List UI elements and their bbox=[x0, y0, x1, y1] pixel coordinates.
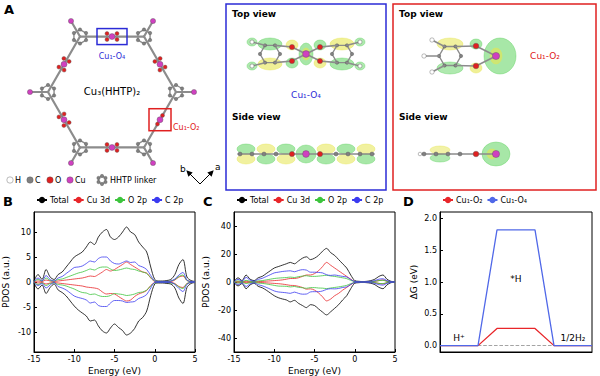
svg-text:ΔG (eV): ΔG (eV) bbox=[409, 265, 419, 300]
svg-text:10: 10 bbox=[21, 228, 31, 237]
svg-text:Cu₁-O₄: Cu₁-O₄ bbox=[291, 90, 321, 100]
svg-text:Cu₁-O₄: Cu₁-O₄ bbox=[500, 196, 526, 205]
svg-text:-5: -5 bbox=[111, 355, 119, 364]
svg-text:20: 20 bbox=[221, 250, 231, 259]
svg-text:b: b bbox=[180, 164, 186, 174]
svg-text:O: O bbox=[55, 176, 61, 185]
svg-text:C 2p: C 2p bbox=[165, 196, 183, 205]
svg-text:0: 0 bbox=[226, 278, 231, 287]
svg-text:H⁺: H⁺ bbox=[453, 333, 465, 343]
svg-text:-40: -40 bbox=[218, 334, 231, 343]
svg-text:Cu₁-O₂: Cu₁-O₂ bbox=[456, 196, 482, 205]
svg-text:C: C bbox=[35, 176, 41, 185]
svg-text:-15: -15 bbox=[27, 355, 40, 364]
svg-text:O 2p: O 2p bbox=[328, 196, 347, 205]
svg-text:1/2H₂: 1/2H₂ bbox=[561, 333, 586, 343]
svg-text:0: 0 bbox=[152, 355, 157, 364]
svg-text:Side view: Side view bbox=[399, 112, 448, 122]
svg-text:Cu 3d: Cu 3d bbox=[87, 196, 110, 205]
svg-text:-10: -10 bbox=[68, 355, 81, 364]
svg-text:PDOS (a.u.): PDOS (a.u.) bbox=[1, 256, 11, 308]
svg-text:Side view: Side view bbox=[232, 112, 281, 122]
svg-text:D: D bbox=[403, 194, 414, 209]
svg-text:C: C bbox=[203, 194, 213, 209]
svg-text:40: 40 bbox=[221, 222, 231, 231]
svg-text:5: 5 bbox=[192, 355, 197, 364]
svg-text:Top view: Top view bbox=[399, 9, 443, 19]
svg-text:Energy (eV): Energy (eV) bbox=[88, 366, 141, 376]
svg-text:HHTP linker: HHTP linker bbox=[110, 176, 157, 185]
svg-text:H: H bbox=[15, 176, 21, 185]
svg-text:B: B bbox=[3, 194, 13, 209]
svg-text:Cu 3d: Cu 3d bbox=[287, 196, 310, 205]
svg-text:Cu₁-O₂: Cu₁-O₂ bbox=[173, 123, 199, 132]
svg-text:Cu: Cu bbox=[75, 176, 86, 185]
svg-text:-5: -5 bbox=[311, 355, 319, 364]
svg-text:-15: -15 bbox=[227, 355, 240, 364]
svg-text:A: A bbox=[4, 2, 14, 17]
svg-text:C 2p: C 2p bbox=[365, 196, 383, 205]
svg-text:a: a bbox=[215, 162, 221, 172]
svg-text:Cu₃(HHTP)₂: Cu₃(HHTP)₂ bbox=[84, 86, 140, 97]
svg-text:0: 0 bbox=[352, 355, 357, 364]
svg-text:1.0: 1.0 bbox=[424, 278, 437, 287]
svg-text:5: 5 bbox=[26, 253, 31, 262]
svg-text:5: 5 bbox=[392, 355, 397, 364]
svg-text:Cu₁-O₂: Cu₁-O₂ bbox=[530, 51, 560, 61]
svg-text:2.0: 2.0 bbox=[424, 214, 437, 223]
svg-text:1.5: 1.5 bbox=[424, 246, 437, 255]
svg-text:Cu₁-O₄: Cu₁-O₄ bbox=[99, 52, 125, 61]
svg-text:O 2p: O 2p bbox=[128, 196, 147, 205]
svg-text:-5: -5 bbox=[23, 303, 31, 312]
svg-text:-20: -20 bbox=[218, 306, 231, 315]
svg-text:Top view: Top view bbox=[232, 9, 276, 19]
svg-text:0.0: 0.0 bbox=[424, 341, 437, 350]
svg-text:-10: -10 bbox=[18, 328, 31, 337]
svg-text:*H: *H bbox=[510, 274, 521, 284]
svg-text:Total: Total bbox=[49, 196, 69, 205]
svg-text:Total: Total bbox=[249, 196, 269, 205]
svg-text:0.5: 0.5 bbox=[424, 309, 437, 318]
svg-text:Energy (eV): Energy (eV) bbox=[288, 366, 341, 376]
svg-text:-10: -10 bbox=[268, 355, 281, 364]
svg-text:0: 0 bbox=[26, 278, 31, 287]
svg-text:PDOS (a.u.): PDOS (a.u.) bbox=[201, 256, 211, 308]
